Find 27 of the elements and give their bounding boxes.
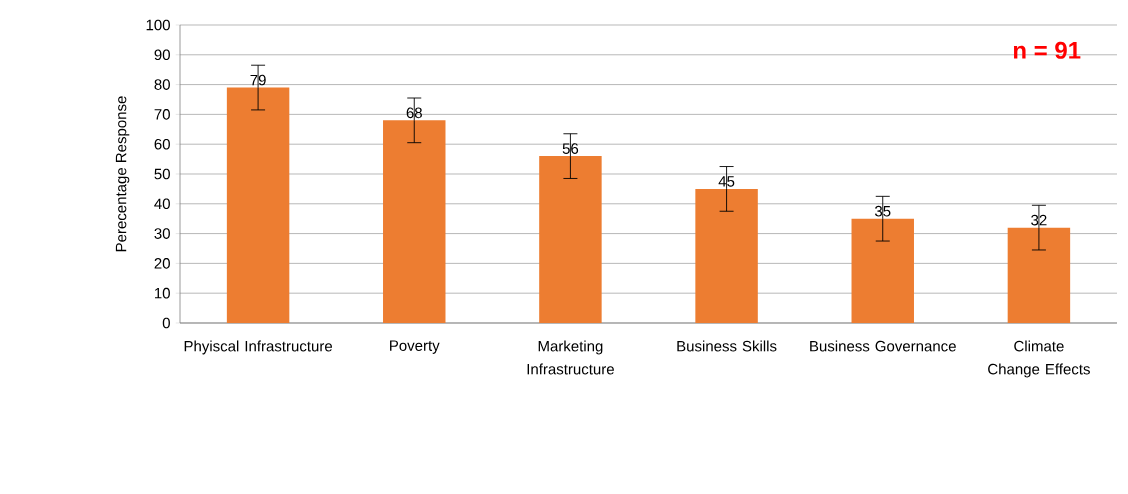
bar xyxy=(1007,227,1071,323)
bar xyxy=(539,156,602,323)
data-label: 79 xyxy=(250,74,266,86)
y-axis-title: Perecentage Response xyxy=(115,96,130,252)
x-tick-label: Phyiscal Infrastructure xyxy=(184,340,333,355)
bar xyxy=(695,188,758,323)
bar xyxy=(383,120,446,323)
y-tick-label: 100 xyxy=(146,19,170,31)
x-tick-label: Business Governance xyxy=(810,340,956,352)
x-tick-label: Business Skills xyxy=(677,340,777,352)
y-tick-label: 40 xyxy=(154,198,170,210)
x-tick-label: Marketing Infrastructure xyxy=(527,340,614,375)
bar xyxy=(226,87,290,323)
x-tick-label: Poverty xyxy=(390,340,440,354)
y-tick-label: 80 xyxy=(154,79,170,90)
y-tick-label: 20 xyxy=(154,258,170,269)
y-tick-label: 0 xyxy=(162,317,170,329)
y-tick-label: 10 xyxy=(155,287,170,299)
y-tick-label: 50 xyxy=(154,168,170,180)
annotation: n = 91 xyxy=(1013,41,1081,59)
y-tick-label: 90 xyxy=(154,49,170,61)
y-tick-label: 30 xyxy=(154,228,170,239)
bar xyxy=(851,218,914,323)
y-tick-label: 70 xyxy=(154,109,170,120)
y-tick-label: 60 xyxy=(154,138,170,150)
data-label: 32 xyxy=(1031,214,1047,226)
x-tick-label: Climate Change Effects xyxy=(988,340,1090,378)
